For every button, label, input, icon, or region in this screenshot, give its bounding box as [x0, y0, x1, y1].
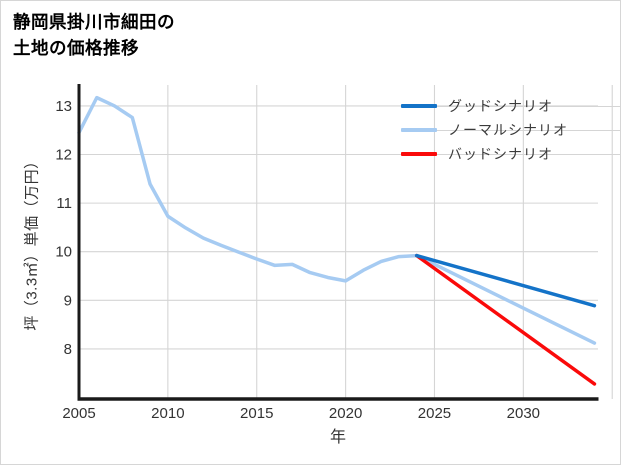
- chart-title: 静岡県掛川市細田の 土地の価格推移: [13, 9, 175, 61]
- chart-title-line1: 静岡県掛川市細田の: [13, 12, 175, 32]
- legend-item-normal: ノーマルシナリオ: [401, 118, 620, 142]
- y-axis-label: 坪（3.3㎡）単価（万円）: [23, 153, 41, 331]
- legend-row-rule: [401, 105, 620, 107]
- y-tick-label: 10: [55, 244, 72, 261]
- x-tick-label: 2005: [62, 405, 95, 422]
- legend-label-bad: バッドシナリオ: [448, 146, 553, 162]
- y-tick-label: 8: [64, 341, 72, 358]
- legend-row-rule: [401, 129, 620, 131]
- x-tick-label: 2025: [418, 405, 451, 422]
- y-tick-label: 13: [55, 98, 72, 115]
- x-tick-label: 2020: [329, 405, 362, 422]
- legend-label-good: グッドシナリオ: [448, 98, 553, 114]
- good-scenario-line-swatch: [401, 104, 437, 108]
- series-line-good: [414, 253, 597, 308]
- y-tick-label: 9: [64, 292, 72, 309]
- legend-label-normal: ノーマルシナリオ: [448, 122, 568, 138]
- x-tick-label: 2010: [151, 405, 184, 422]
- y-tick-label: 12: [55, 147, 72, 164]
- series-line-normal: [77, 95, 597, 345]
- x-axis-label: 年: [329, 429, 346, 446]
- chart-title-line2: 土地の価格推移: [13, 38, 139, 58]
- bad-scenario-line-swatch: [401, 152, 437, 156]
- legend: グッドシナリオ ノーマルシナリオ バッドシナリオ: [401, 94, 620, 166]
- normal-scenario-line-swatch: [401, 128, 437, 132]
- legend-item-good: グッドシナリオ: [401, 94, 620, 118]
- series-line-bad: [414, 253, 597, 386]
- legend-item-bad: バッドシナリオ: [401, 142, 620, 166]
- x-tick-label: 2015: [240, 405, 273, 422]
- x-tick-label: 2030: [507, 405, 540, 422]
- y-tick-label: 11: [56, 195, 72, 212]
- legend-row-rule: [401, 153, 620, 155]
